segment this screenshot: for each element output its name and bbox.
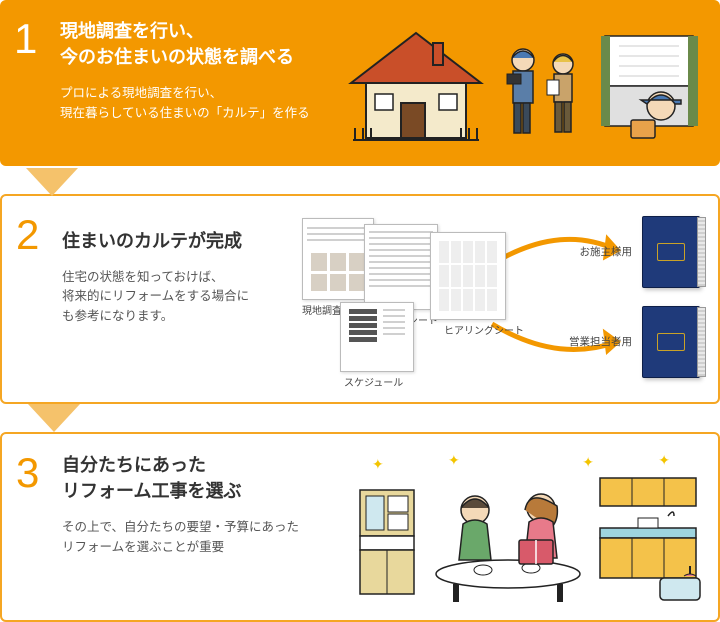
step-number: 3	[16, 452, 62, 602]
step-title: 自分たちにあった リフォーム工事を選ぶ	[62, 452, 342, 504]
binder-label: 営業担当者用	[569, 334, 632, 349]
kitchen-icon	[594, 472, 704, 602]
step-description: 住宅の状態を知っておけば、 将来的にリフォームをする場合に も参考になります。	[62, 268, 292, 326]
step-2: 2 住まいのカルテが完成 住宅の状態を知っておけば、 将来的にリフォームをする場…	[0, 194, 720, 404]
title-line: リフォーム工事を選ぶ	[62, 481, 241, 501]
binder-label: お施主様用	[580, 244, 633, 259]
sparkle-icon: ✦	[658, 452, 670, 469]
sparkle-icon: ✦	[582, 454, 594, 471]
flow-arrow-icon	[26, 168, 78, 196]
title-line: 今のお住まいの状態を調べる	[60, 47, 294, 67]
vanity-icon	[352, 482, 422, 602]
couple-icon	[423, 462, 593, 602]
title-line: 現地調査を行い、	[60, 21, 204, 41]
binder-icon	[642, 306, 700, 378]
underfloor-icon	[601, 28, 706, 148]
step-illustration	[340, 18, 706, 148]
inspectors-icon	[501, 38, 591, 148]
desc-line: も参考になります。	[62, 309, 173, 323]
step-title: 現地調査を行い、 今のお住まいの状態を調べる	[60, 18, 330, 70]
desc-line: リフォームを選ぶことが重要	[62, 540, 224, 554]
step-title: 住まいのカルテが完成	[62, 228, 292, 254]
title-line: 自分たちにあった	[62, 455, 206, 475]
desc-line: 将来的にリフォームをする場合に	[62, 289, 249, 303]
flow-arrow-icon	[28, 404, 80, 432]
sparkle-icon: ✦	[372, 456, 384, 473]
desc-line: その上で、自分たちの要望・予算にあった	[62, 520, 299, 534]
document-icon	[430, 232, 506, 320]
step-description: プロによる現地調査を行い、 現在暮らしている住まいの「カルテ」を作る	[60, 84, 330, 123]
step-description: その上で、自分たちの要望・予算にあった リフォームを選ぶことが重要	[62, 518, 342, 557]
step-text: 現地調査を行い、 今のお住まいの状態を調べる プロによる現地調査を行い、 現在暮…	[60, 18, 340, 148]
desc-line: 現在暮らしている住まいの「カルテ」を作る	[60, 106, 310, 120]
document-icon	[340, 302, 414, 372]
binder-icon	[642, 216, 700, 288]
house-icon	[341, 18, 491, 148]
step-text: 住まいのカルテが完成 住宅の状態を知っておけば、 将来的にリフォームをする場合に…	[62, 214, 302, 384]
desc-line: 住宅の状態を知っておけば、	[62, 270, 224, 284]
step-1: 1 現地調査を行い、 今のお住まいの状態を調べる プロによる現地調査を行い、 現…	[0, 0, 720, 166]
document-label: スケジュール	[344, 374, 403, 389]
step-3: 3 自分たちにあった リフォーム工事を選ぶ その上で、自分たちの要望・予算にあっ…	[0, 432, 720, 622]
step-illustration: 現地調査報告書 物件情報シート ヒアリングシート スケジュール お施主様用 営業…	[302, 214, 704, 384]
desc-line: プロによる現地調査を行い、	[60, 86, 222, 100]
step-number: 1	[14, 18, 60, 148]
sparkle-icon: ✦	[448, 452, 460, 469]
document-label: ヒアリングシート	[444, 322, 524, 337]
step-text: 自分たちにあった リフォーム工事を選ぶ その上で、自分たちの要望・予算にあった …	[62, 452, 352, 602]
document-icon	[364, 224, 438, 310]
step-number: 2	[16, 214, 62, 384]
step-illustration: ✦ ✦ ✦ ✦	[352, 452, 704, 602]
